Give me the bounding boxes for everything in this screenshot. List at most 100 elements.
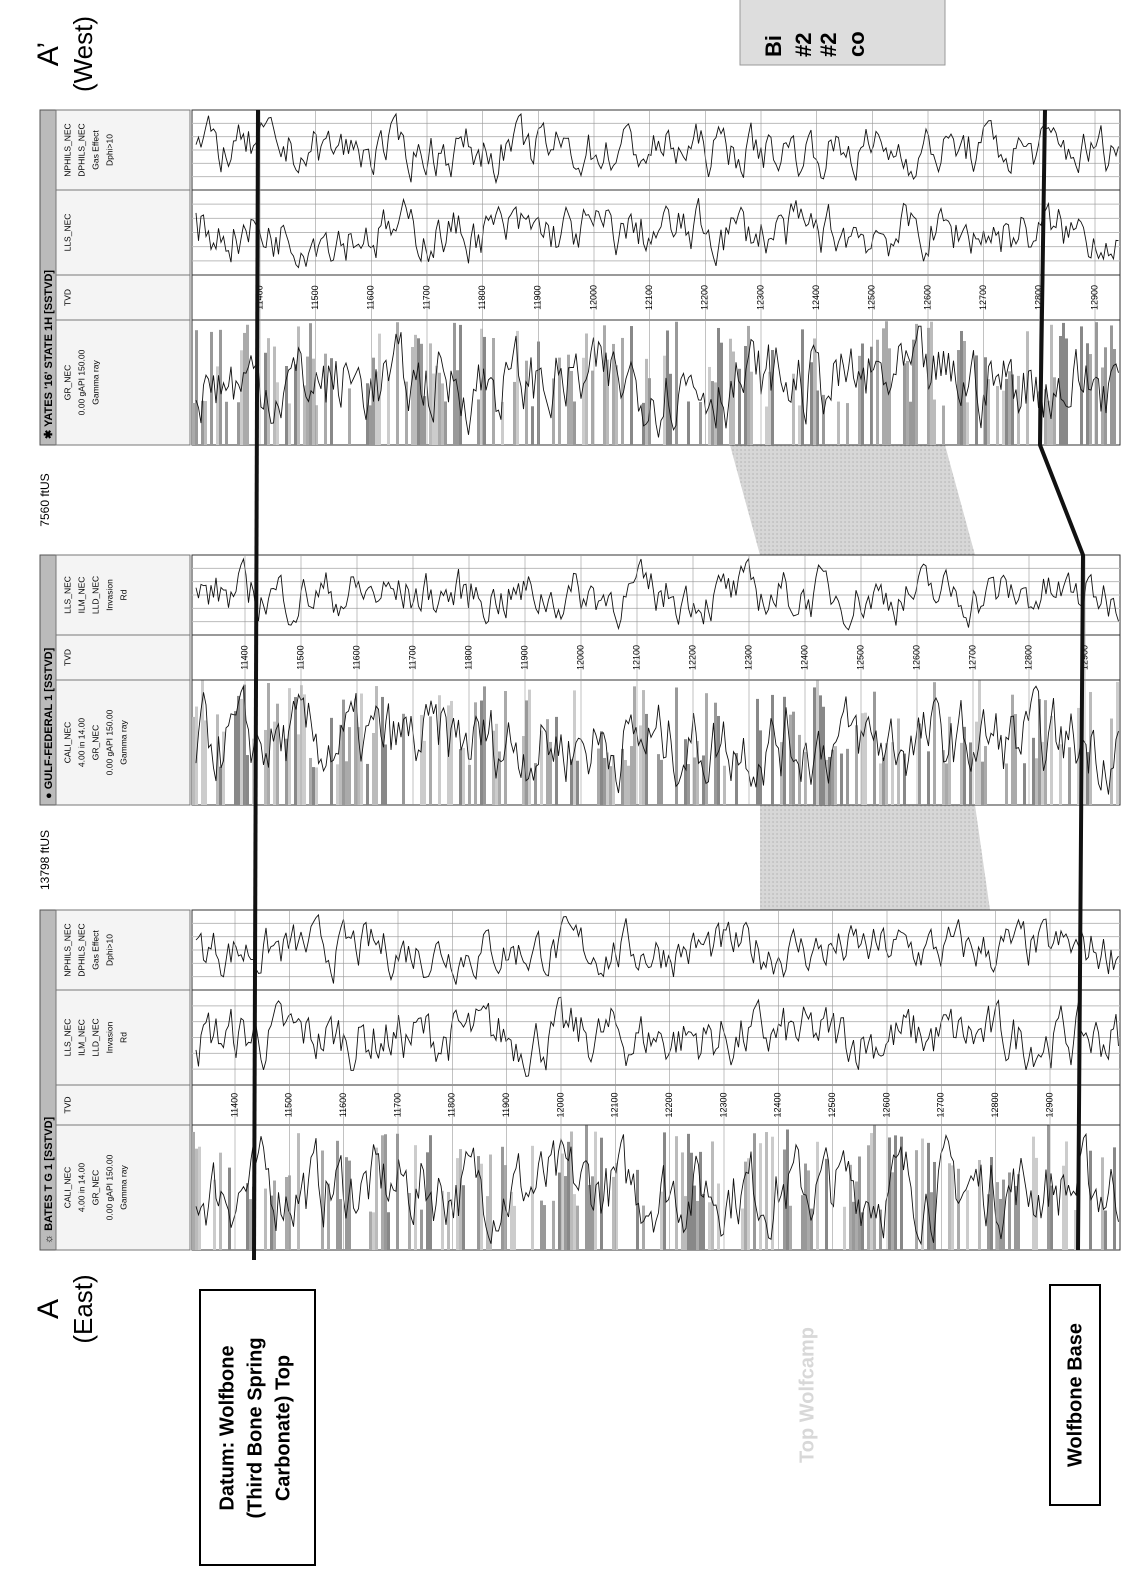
gr-shade: [462, 747, 465, 805]
gr-shade: [660, 759, 663, 805]
gr-shade: [960, 742, 963, 805]
gr-shade: [510, 1191, 513, 1250]
gr-shade: [810, 362, 813, 445]
gr-shade: [558, 1172, 561, 1250]
gr-shade: [771, 694, 774, 805]
gr-shade: [903, 363, 906, 445]
gr-shade: [918, 723, 921, 805]
gr-shade: [396, 1133, 399, 1250]
section-side: (East): [68, 1274, 98, 1343]
gr-shade: [528, 689, 531, 805]
gr-shade: [987, 379, 990, 445]
depth-label: 11900: [519, 645, 529, 669]
gr-shade: [1011, 694, 1014, 805]
well-name: ✱ YATES '16' STATE 1H [SSTVD]: [43, 270, 55, 439]
callout-text: Wolfbone Base: [1064, 1323, 1086, 1467]
depth-label: 12400: [799, 645, 809, 670]
gr-shade: [675, 1136, 678, 1250]
gr-shade: [387, 1212, 390, 1250]
gr-shade: [240, 698, 243, 805]
gr-shade: [438, 372, 441, 445]
depth-label: 12100: [644, 285, 654, 310]
gr-shade: [288, 688, 291, 805]
gr-shade: [1047, 1125, 1050, 1250]
gr-shade: [345, 761, 348, 805]
gr-shade: [846, 748, 849, 805]
gr-shade: [438, 695, 441, 805]
gr-shade: [633, 686, 636, 805]
gr-shade: [480, 1163, 483, 1250]
gr-shade: [915, 323, 918, 445]
depth-label: 12300: [718, 1092, 728, 1117]
header-text: TVD: [62, 649, 72, 666]
log-curve: [195, 913, 1119, 985]
distance-label: 13798 ftUS: [38, 830, 52, 890]
depth-label: 12800: [1023, 645, 1033, 670]
gr-shade: [708, 1202, 711, 1250]
gr-shade: [444, 401, 447, 445]
header-text: LLS_NEC: [62, 1019, 72, 1057]
gr-shade: [315, 767, 318, 805]
header-text: LLD_NEC: [90, 1018, 100, 1056]
gr-shade: [609, 766, 612, 805]
gr-shade: [657, 754, 660, 805]
gr-shade: [552, 378, 555, 445]
gr-shade: [540, 730, 543, 805]
gr-shade: [600, 1137, 603, 1250]
gr-shade: [765, 406, 768, 445]
depth-label: 11700: [421, 285, 431, 309]
gr-shade: [858, 355, 861, 445]
callout-text: co: [844, 31, 869, 57]
gr-shade: [960, 330, 963, 445]
gr-shade: [792, 373, 795, 445]
gr-shade: [873, 691, 876, 805]
gr-shade: [687, 764, 690, 805]
gr-shade: [387, 378, 390, 445]
gr-shade: [597, 748, 600, 805]
header-text: Rd: [118, 589, 128, 600]
gr-shade: [246, 1183, 249, 1250]
gr-shade: [735, 753, 738, 805]
gr-shade: [234, 711, 237, 805]
gr-shade: [498, 751, 501, 805]
gr-shade: [699, 1151, 702, 1250]
gr-shade: [549, 741, 552, 805]
gr-shade: [1089, 354, 1092, 445]
gr-shade: [270, 1195, 273, 1250]
gr-shade: [846, 403, 849, 445]
gr-shade: [756, 698, 759, 805]
gr-shade: [375, 371, 378, 445]
gr-shade: [1116, 681, 1119, 805]
gr-shade: [309, 323, 312, 445]
gr-shade: [825, 1158, 828, 1250]
header-text: Gas Effect: [90, 130, 100, 170]
header-text: Invasion: [104, 1021, 114, 1053]
gr-shade: [627, 765, 630, 805]
depth-label: 12200: [687, 645, 697, 670]
gr-shade: [843, 1206, 846, 1250]
depth-label: 12600: [911, 645, 921, 670]
header-cell: [55, 909, 191, 991]
header-text: 4.00 in 14.00: [76, 718, 86, 767]
gr-shade: [477, 399, 480, 445]
gr-shade: [984, 746, 987, 805]
gr-shade: [750, 371, 753, 445]
gr-shade: [912, 339, 915, 445]
gr-shade: [867, 1145, 870, 1250]
section-letter: A: [32, 1299, 65, 1319]
gr-shade: [462, 1185, 465, 1250]
gr-shade: [930, 321, 933, 445]
callout-text: #2: [791, 33, 816, 57]
gr-shade: [588, 1184, 591, 1250]
gr-shade: [717, 327, 720, 445]
gr-shade: [747, 1158, 750, 1250]
gr-shade: [612, 1176, 615, 1250]
gr-shade: [864, 712, 867, 805]
gr-shade: [468, 764, 471, 805]
gr-shade: [921, 1138, 924, 1250]
gr-shade: [420, 1209, 423, 1250]
log-curve: [195, 685, 1119, 795]
gr-shade: [195, 330, 198, 445]
gr-shade: [531, 1145, 534, 1250]
gr-shade: [717, 715, 720, 805]
